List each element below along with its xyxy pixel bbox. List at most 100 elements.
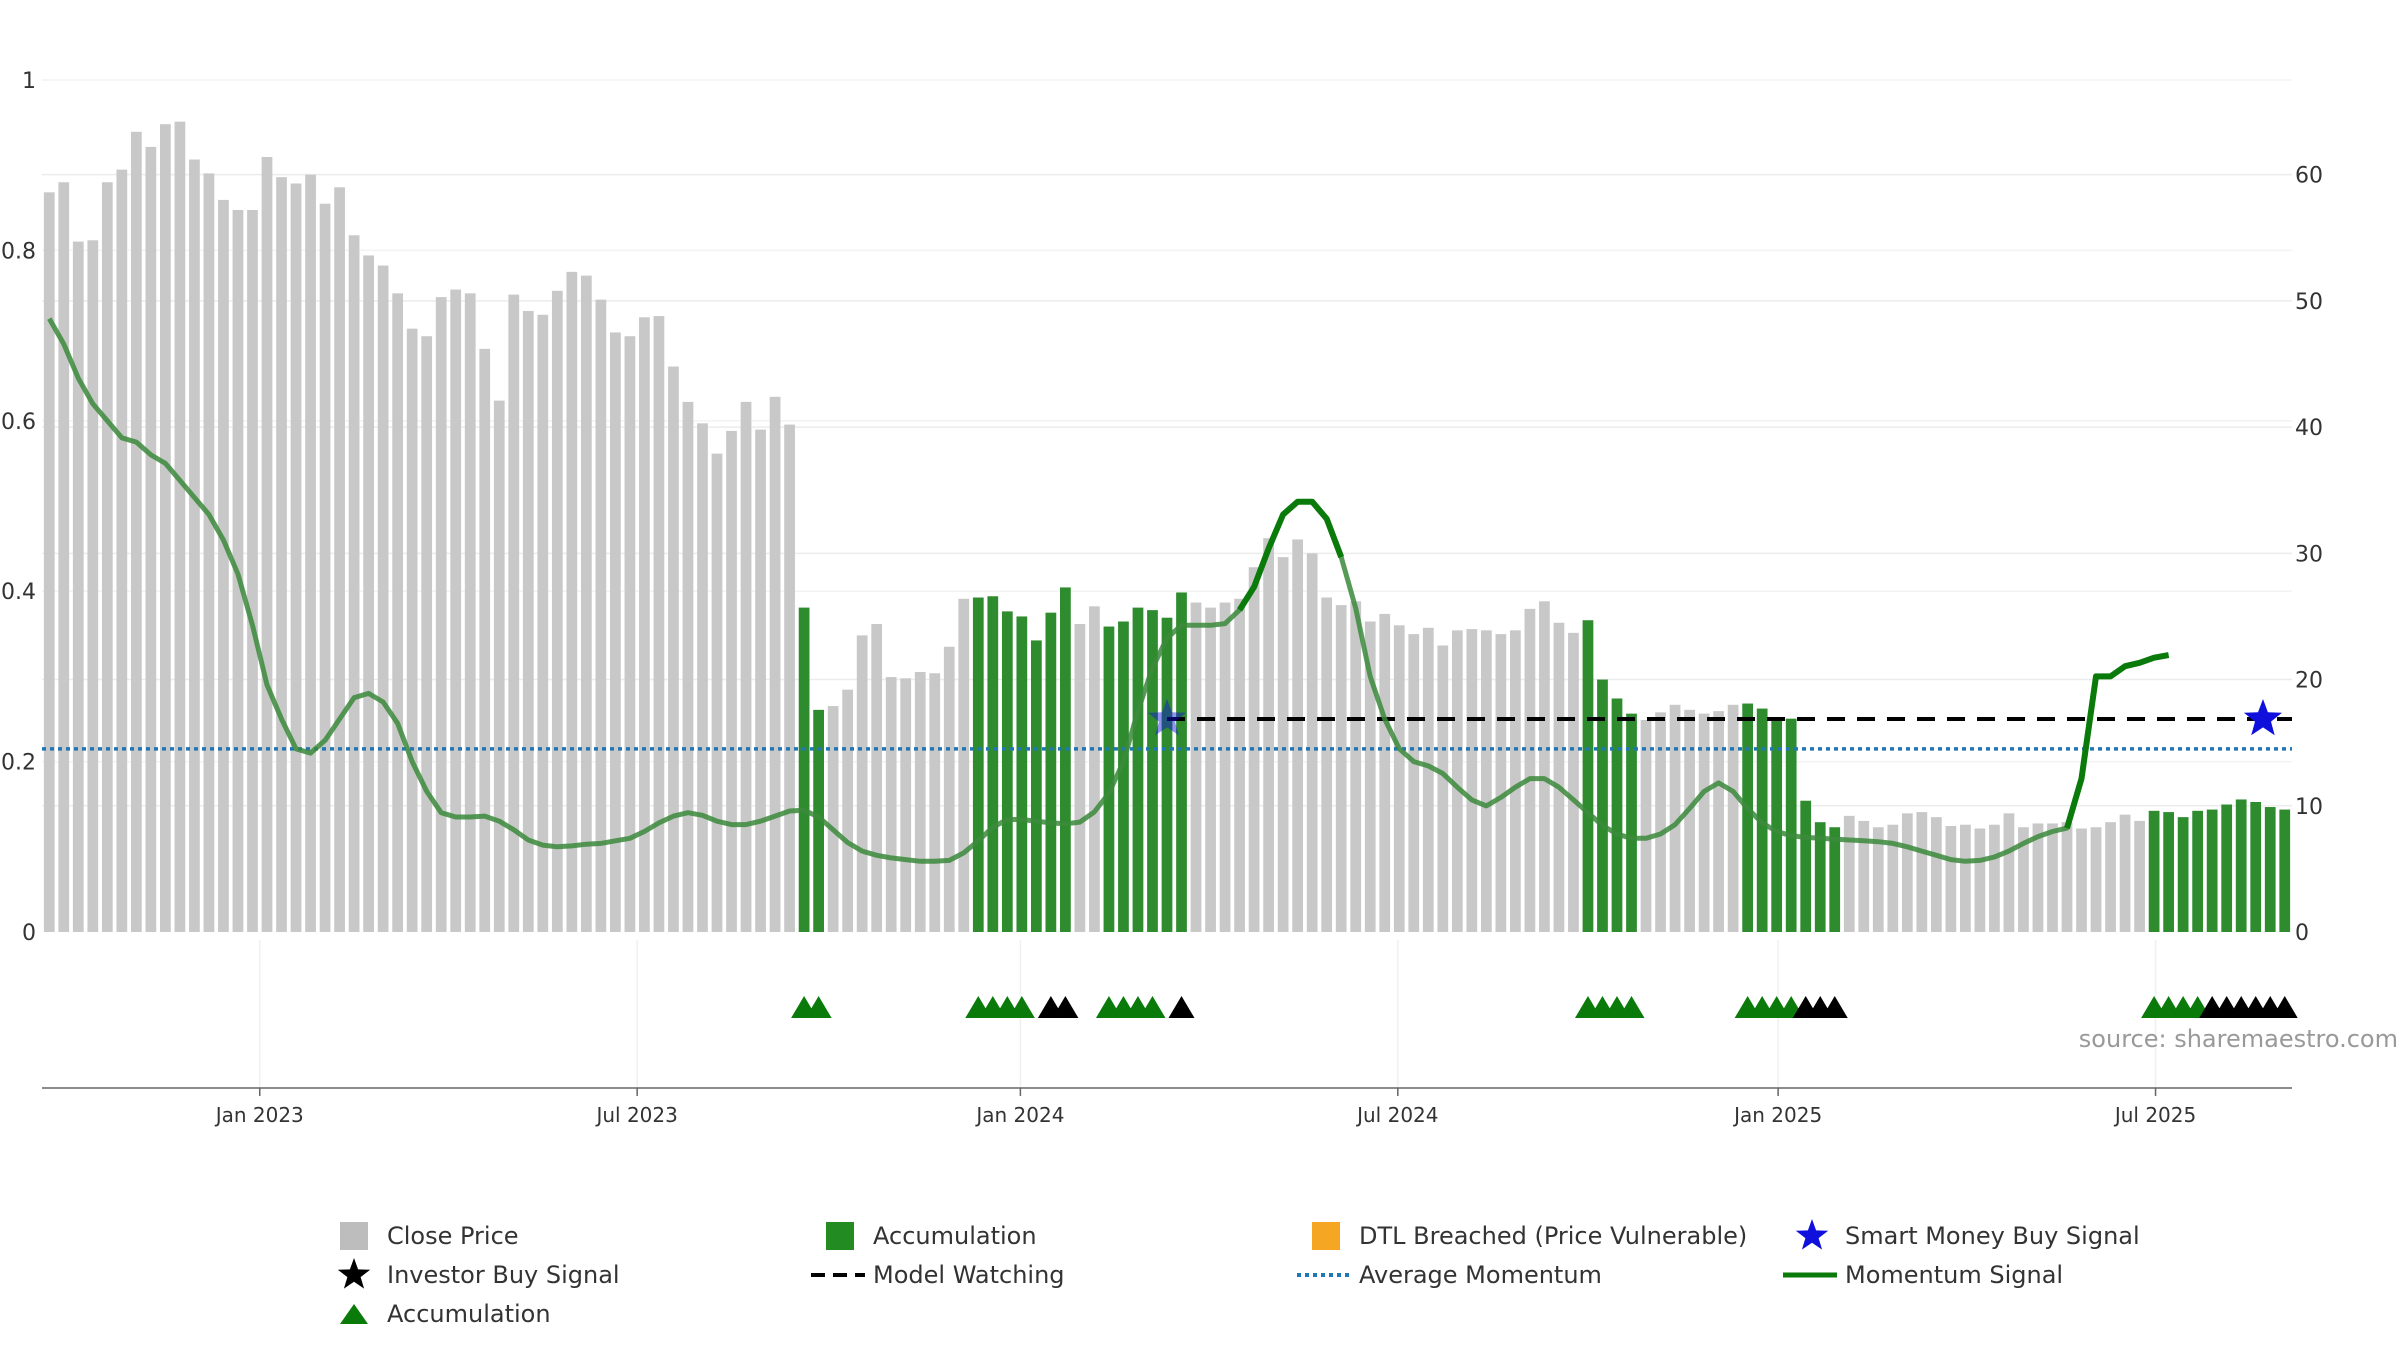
accumulation-bar [1161, 617, 1173, 932]
close-price-bar [1306, 553, 1318, 932]
close-price-bar [1350, 601, 1362, 932]
close-price-bar [624, 336, 636, 933]
accumulation-bar [1147, 610, 1158, 932]
accumulation-bar [813, 709, 824, 932]
accumulation-bar [1045, 612, 1057, 932]
close-price-bar [1713, 711, 1724, 932]
close-price-bar [421, 336, 433, 933]
accumulation-bar [1060, 587, 1071, 932]
close-price-bar [189, 159, 200, 932]
close-price-bar [856, 635, 868, 932]
close-price-bar [377, 265, 389, 933]
close-price-bar [508, 294, 520, 933]
close-price-bar [450, 289, 462, 932]
close-price-bar [348, 235, 360, 933]
close-price-bar [1524, 608, 1536, 932]
close-price-bar [2134, 820, 2145, 932]
accumulation-bar [1611, 698, 1623, 932]
close-price-bar [130, 131, 142, 933]
close-price-bar [479, 348, 491, 932]
close-price-bar [1437, 645, 1449, 932]
momentum-line [47, 317, 2170, 864]
close-price-bar [1379, 613, 1391, 932]
close-price-bar [58, 182, 70, 933]
close-price-bar [914, 671, 926, 932]
accumulation-bar [972, 597, 984, 932]
source-label: source: sharemaestro.com [2078, 1025, 2398, 1053]
left-tick-label: 0.8 [1, 239, 36, 264]
accumulation-bar [1118, 621, 1129, 932]
close-price-bar [755, 429, 766, 932]
accumulation-bar [1582, 620, 1594, 932]
investor-triangle [2271, 996, 2298, 1018]
close-price-bar [160, 124, 171, 932]
close-price-bar [493, 400, 505, 932]
right-tick-label: 60 [2295, 164, 2323, 189]
accumulation-bar [1016, 616, 1028, 932]
accumulation-bar [987, 596, 999, 932]
left-tick-label: 1 [22, 69, 36, 94]
close-price-bar [2032, 823, 2044, 932]
close-price-bar [740, 401, 752, 932]
accumulation-bar [1030, 640, 1042, 932]
close-price-bar [566, 271, 578, 932]
close-price-bar [1335, 605, 1347, 932]
accumulation-bar [1785, 718, 1797, 932]
close-price-bar [261, 156, 273, 933]
x-tick-label: Jan 2025 [1732, 1103, 1822, 1127]
accumulation-triangle [805, 996, 832, 1018]
smart-money-star [2243, 699, 2282, 736]
close-price-bar [668, 366, 679, 933]
left-tick-label: 0 [22, 921, 36, 946]
accumulation-bar [1626, 713, 1637, 932]
close-price-bar [116, 169, 128, 932]
close-price-bar [958, 598, 970, 932]
close-price-bar [464, 293, 476, 932]
accumulation-bar [2163, 812, 2174, 932]
close-price-bar [363, 255, 374, 933]
close-price-bar [1292, 539, 1304, 932]
close-price-bar [2076, 828, 2087, 932]
close-price-bar [2090, 827, 2102, 932]
close-price-bar [174, 121, 186, 933]
accumulation-bar [2221, 804, 2233, 932]
close-price-bar [900, 678, 912, 932]
close-price-bar [871, 624, 883, 932]
close-price-bar [885, 677, 897, 932]
close-price-bar [1466, 629, 1478, 932]
accumulation-bar [2177, 817, 2189, 932]
left-tick-label: 0.6 [1, 410, 36, 435]
momentum-highlight-segment [2064, 652, 2170, 829]
close-price-bar [1510, 630, 1521, 932]
close-price-bar [1495, 634, 1507, 932]
close-price-bar [1858, 820, 1870, 932]
accumulation-bar [1597, 679, 1608, 932]
close-price-bar [551, 290, 563, 932]
accumulation-bar [1771, 718, 1783, 932]
close-price-bar [2018, 827, 2029, 932]
close-price-bar [435, 297, 447, 932]
close-price-bar [1451, 630, 1463, 932]
close-price-bar [726, 430, 737, 932]
close-price-bar [87, 240, 99, 932]
close-price-bar [2003, 813, 2015, 932]
accumulation-bar [2206, 809, 2218, 932]
close-price-bar [305, 174, 316, 932]
momentum-highlight-segment [1237, 498, 1345, 612]
close-price-bar [2105, 822, 2116, 932]
close-price-bar [1568, 632, 1579, 932]
close-price-bar [1901, 813, 1913, 932]
close-price-bar [827, 706, 839, 932]
accumulation-bar [1001, 611, 1013, 932]
accumulation-bar [2250, 801, 2262, 932]
left-tick-label: 0.2 [1, 751, 36, 776]
investor-triangle [1821, 996, 1848, 1018]
close-price-bar [276, 177, 287, 933]
close-price-bar [290, 183, 302, 933]
close-price-bar [769, 396, 781, 933]
close-price-bar [247, 210, 258, 932]
right-tick-label: 40 [2295, 416, 2323, 441]
close-price-bar [1263, 538, 1274, 932]
close-price-bar [1872, 827, 1884, 932]
